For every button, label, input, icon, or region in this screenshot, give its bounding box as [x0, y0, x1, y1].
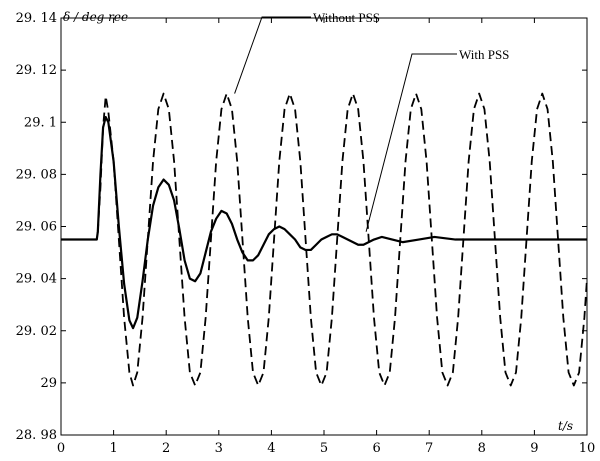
y-tick-label: 29. 14: [16, 11, 57, 26]
x-axis-label: t/s: [558, 419, 573, 433]
x-tick-label: 7: [425, 441, 433, 456]
x-tick-label: 9: [530, 441, 538, 456]
x-tick-label: 2: [162, 441, 170, 456]
x-tick-label: 8: [478, 441, 486, 456]
y-tick-label: 29. 1: [24, 115, 57, 130]
x-tick-label: 4: [267, 441, 275, 456]
y-axis-ticks: 28. 98 29 29. 02 29. 04 29. 06 29. 08 29. 1 29.…: [16, 11, 587, 443]
y-axis-label: δ / deg ree: [63, 10, 128, 24]
series-line-with-pss: [61, 115, 587, 330]
x-tick-label: 6: [372, 441, 380, 456]
plot-border: [60, 17, 588, 436]
plot-frame: [60, 17, 588, 436]
annotation-without-pss-label: Without PSS: [313, 10, 380, 25]
series-layer: [61, 92, 588, 387]
y-tick-label: 29. 06: [16, 220, 57, 235]
y-tick-label: 29. 08: [16, 167, 57, 182]
x-tick-label: 0: [57, 441, 65, 456]
y-tick-label: 29. 04: [16, 272, 57, 287]
annotation-without-pss-leader: [234, 16, 311, 94]
annotation-with-pss-leader: [365, 53, 457, 232]
x-tick-label: 10: [579, 441, 596, 456]
x-axis-ticks: 0 1 2 3 4 5 6 7 8 9 10: [57, 18, 595, 456]
y-tick-label: 28. 98: [16, 428, 57, 443]
y-tick-label: 29. 02: [16, 324, 57, 339]
annotation-with-pss-label: With PSS: [459, 47, 509, 62]
x-tick-label: 5: [320, 441, 328, 456]
annotations: Without PSS With PSS: [234, 10, 509, 232]
y-tick-label: 29. 12: [16, 63, 57, 78]
y-tick-label: 29: [40, 376, 57, 391]
x-tick-label: 3: [215, 441, 223, 456]
x-tick-label: 1: [109, 441, 117, 456]
